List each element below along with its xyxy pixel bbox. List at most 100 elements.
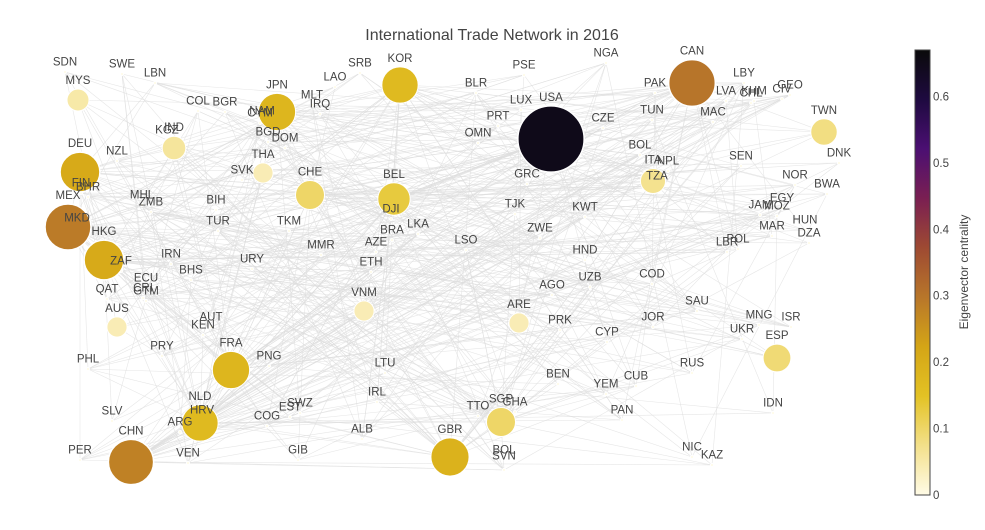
node-qat[interactable] (105, 297, 109, 301)
node-arg[interactable] (178, 430, 182, 434)
node-mys[interactable] (66, 88, 90, 112)
node-pol[interactable] (736, 247, 740, 251)
node-npl[interactable] (666, 169, 670, 173)
node-gha[interactable] (513, 410, 517, 414)
node-aze[interactable] (374, 250, 378, 254)
node-fra[interactable] (211, 350, 251, 390)
node-lva[interactable] (724, 99, 728, 103)
node-alb[interactable] (360, 437, 364, 441)
node-ben[interactable] (556, 382, 560, 386)
node-svn[interactable] (502, 468, 506, 472)
node-lao[interactable] (333, 85, 337, 89)
node-aus[interactable] (106, 316, 128, 338)
node-jor[interactable] (651, 325, 655, 329)
node-tjk[interactable] (513, 212, 517, 216)
node-pak[interactable] (653, 91, 657, 95)
node-nzl[interactable] (115, 159, 119, 163)
node-bhr[interactable] (86, 195, 90, 199)
node-are[interactable] (508, 312, 530, 334)
node-mhl[interactable] (140, 203, 144, 207)
node-jam[interactable] (758, 213, 762, 217)
node-lka[interactable] (416, 232, 420, 236)
node-lbr[interactable] (725, 250, 729, 254)
node-lby[interactable] (742, 81, 746, 85)
node-vnm[interactable] (353, 300, 375, 322)
node-deu[interactable] (59, 151, 101, 193)
node-prt[interactable] (496, 124, 500, 128)
node-cyp[interactable] (605, 340, 609, 344)
node-bra[interactable] (390, 238, 394, 242)
node-lso[interactable] (464, 248, 468, 252)
node-mex[interactable] (44, 203, 92, 251)
node-ago[interactable] (550, 293, 554, 297)
node-irn[interactable] (169, 262, 173, 266)
node-bih[interactable] (214, 208, 218, 212)
node-mmr[interactable] (319, 253, 323, 257)
node-bgr[interactable] (223, 110, 227, 114)
node-khm[interactable] (752, 99, 756, 103)
node-chn[interactable] (107, 438, 155, 486)
node-ltu[interactable] (383, 371, 387, 375)
node-mac[interactable] (711, 120, 715, 124)
node-zmb[interactable] (149, 210, 153, 214)
node-moz[interactable] (775, 214, 779, 218)
node-idn[interactable] (771, 411, 775, 415)
node-tkm[interactable] (287, 229, 291, 233)
node-civ[interactable] (780, 97, 784, 101)
node-mlt[interactable] (310, 103, 314, 107)
node-irl[interactable] (375, 400, 379, 404)
node-pse[interactable] (522, 73, 526, 77)
node-srb[interactable] (358, 71, 362, 75)
node-bol[interactable] (638, 153, 642, 157)
node-bgd[interactable] (266, 140, 270, 144)
node-che[interactable] (294, 179, 326, 211)
node-hun[interactable] (803, 228, 807, 232)
node-cub[interactable] (634, 384, 638, 388)
node-geo[interactable] (788, 93, 792, 97)
node-nga[interactable] (604, 61, 608, 65)
node-hkg[interactable] (83, 239, 125, 281)
node-pan[interactable] (620, 418, 624, 422)
node-png[interactable] (267, 364, 271, 368)
node-lux[interactable] (519, 108, 523, 112)
node-pry[interactable] (160, 354, 164, 358)
node-hnd[interactable] (583, 258, 587, 262)
node-mng[interactable] (757, 323, 761, 327)
node-tto[interactable] (476, 414, 480, 418)
node-mar[interactable] (770, 234, 774, 238)
node-omn[interactable] (476, 141, 480, 145)
node-egy[interactable] (780, 206, 784, 210)
node-twn[interactable] (810, 118, 838, 146)
node-ven[interactable] (186, 461, 190, 465)
node-tur[interactable] (216, 229, 220, 233)
node-tun[interactable] (650, 118, 654, 122)
node-kwt[interactable] (583, 215, 587, 219)
node-sdn[interactable] (63, 70, 67, 74)
node-dza[interactable] (807, 241, 811, 245)
node-sgp[interactable] (485, 406, 517, 438)
node-tha[interactable] (252, 162, 274, 184)
node-phl[interactable] (86, 367, 90, 371)
node-esp[interactable] (762, 343, 792, 373)
node-ukr[interactable] (740, 337, 744, 341)
node-rus[interactable] (690, 371, 694, 375)
node-nor[interactable] (793, 183, 797, 187)
node-est[interactable] (288, 415, 292, 419)
node-ken[interactable] (201, 333, 205, 337)
node-ury[interactable] (250, 267, 254, 271)
node-per[interactable] (78, 458, 82, 462)
node-bhs[interactable] (189, 278, 193, 282)
node-nic[interactable] (690, 455, 694, 459)
node-ind[interactable] (161, 135, 187, 161)
node-blr[interactable] (474, 91, 478, 95)
node-dji[interactable] (389, 217, 393, 221)
node-sen[interactable] (739, 164, 743, 168)
node-dnk[interactable] (837, 161, 841, 165)
node-nld[interactable] (181, 404, 219, 442)
node-swe[interactable] (120, 72, 124, 76)
node-uzb[interactable] (588, 285, 592, 289)
node-isr[interactable] (789, 325, 793, 329)
node-kor[interactable] (381, 66, 419, 104)
node-irq[interactable] (318, 112, 322, 116)
node-ita[interactable] (639, 167, 667, 195)
